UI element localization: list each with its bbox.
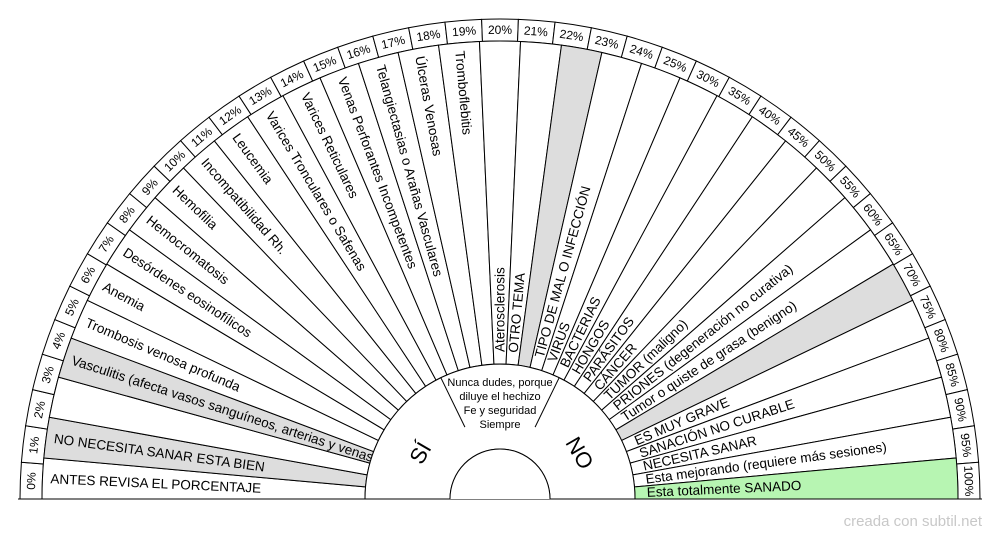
percent-label: 1%: [26, 435, 42, 454]
percent-label: 4%: [49, 330, 68, 351]
watermark: creada con subtil.net: [843, 513, 982, 530]
percent-label: 18%: [415, 27, 441, 45]
center-text-line: Nunca dudes, porque: [447, 377, 552, 389]
percent-label: 3%: [39, 364, 57, 385]
percent-label: 21%: [523, 23, 548, 39]
percent-label: 22%: [559, 27, 585, 45]
percent-label: 16%: [345, 41, 372, 62]
sector-label: Aterosclerosis: [493, 267, 508, 352]
percent-label: 19%: [452, 23, 477, 39]
percent-label: 23%: [594, 33, 621, 52]
percent-label: 24%: [628, 42, 655, 63]
center-divider: [440, 377, 466, 428]
percent-label: 17%: [380, 33, 407, 52]
percent-label: 100%: [961, 465, 976, 497]
percent-label: 90%: [951, 397, 969, 424]
sector-label: OTRO TEMA: [506, 272, 528, 353]
center-divider: [534, 377, 560, 428]
center-text-line: Siempre: [480, 419, 521, 431]
percent-label: 85%: [942, 361, 962, 388]
sector-label: Esta totalmente SANADO: [647, 478, 802, 500]
percent-label: 0%: [24, 472, 39, 490]
percent-label: 20%: [488, 23, 512, 37]
center-hub: [449, 448, 551, 500]
percent-label: 2%: [31, 400, 48, 420]
center-text-line: diluye el hechizo: [459, 391, 540, 403]
percent-label: 5%: [62, 296, 82, 318]
center-text-line: Fe y seguridad: [464, 405, 537, 417]
percent-label: 95%: [958, 432, 975, 458]
